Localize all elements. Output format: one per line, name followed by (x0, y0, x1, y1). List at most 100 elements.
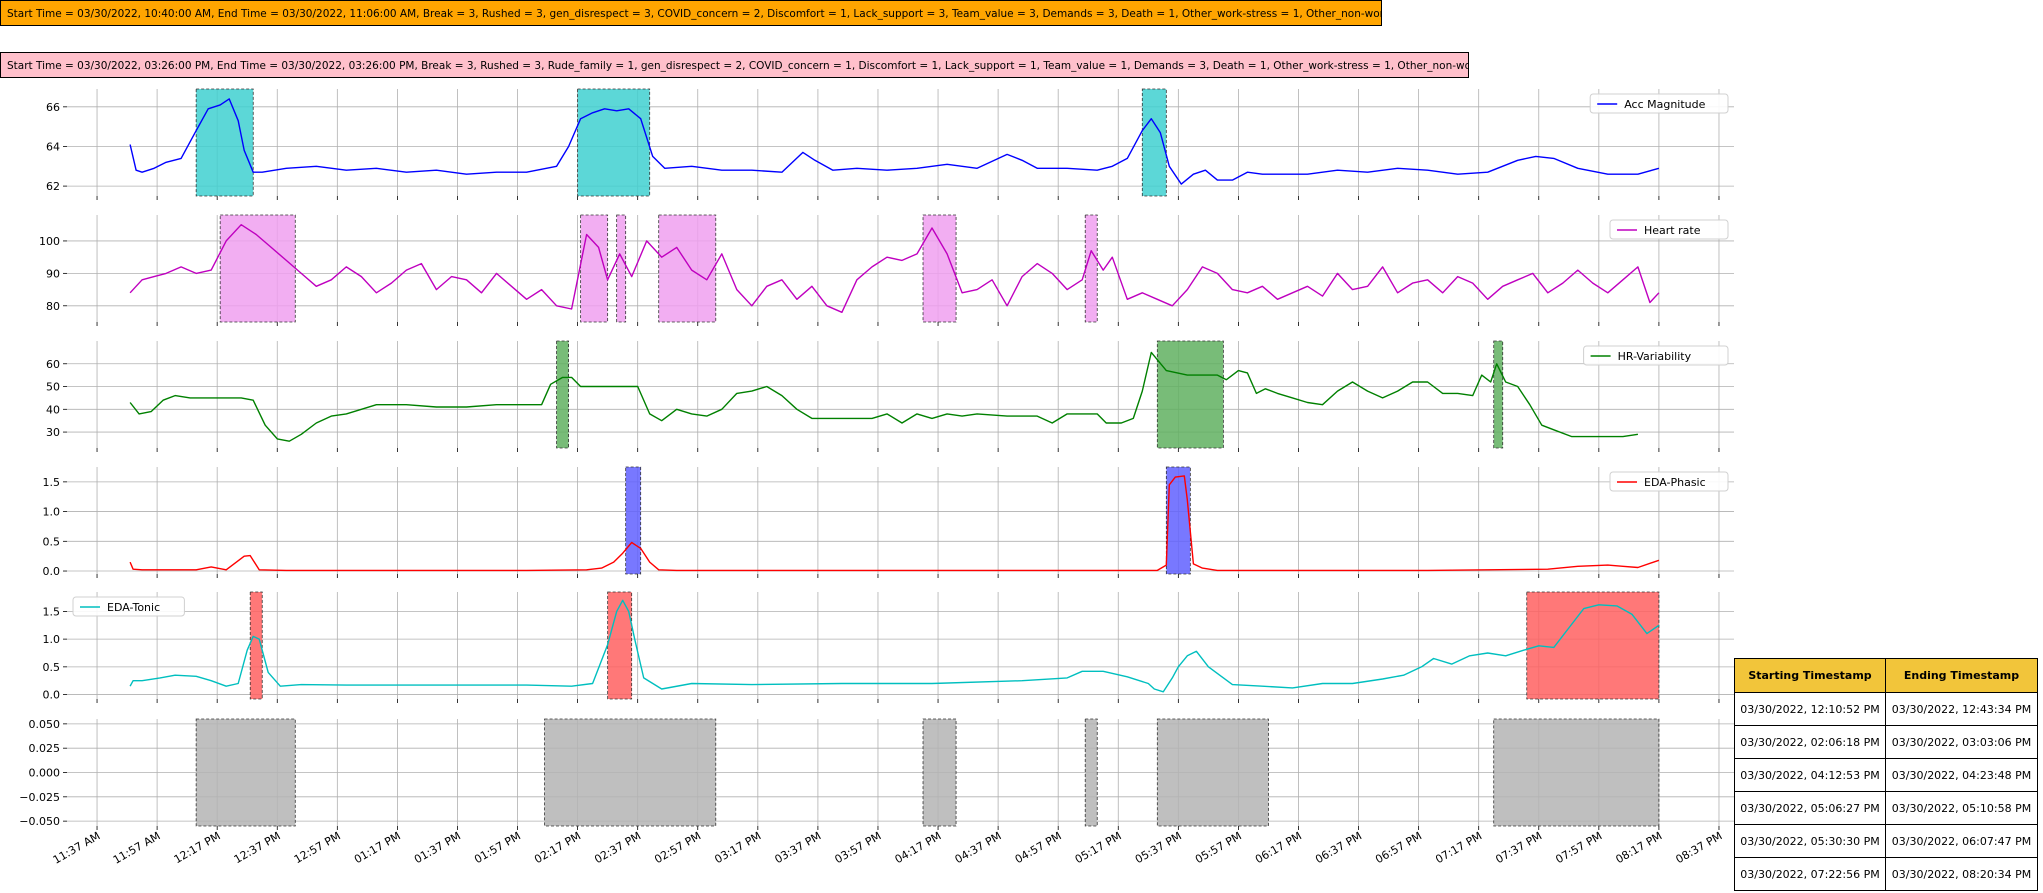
table-row: 03/30/2022, 05:06:27 PM 03/30/2022, 05:10… (1734, 791, 2038, 825)
legend-label: EDA-Tonic (107, 601, 160, 614)
highlight-band (195, 88, 254, 197)
legend: EDA-Phasic (1609, 471, 1729, 492)
y-tick-label: −0.025 (19, 791, 60, 804)
x-tick-label: 05:37 PM (1133, 829, 1184, 866)
highlight-band (1156, 340, 1224, 449)
x-tick-label: 05:57 PM (1193, 829, 1244, 866)
highlight-band (922, 214, 957, 323)
y-tick-label: 0.0 (43, 565, 61, 578)
highlight-band (1493, 340, 1504, 449)
x-tick-label: 08:37 PM (1674, 829, 1725, 866)
highlight-band (219, 214, 296, 323)
highlight-band (625, 466, 642, 575)
panel-4: 0.0 0.5 1.0 1.5 EDA-Phasic (43, 466, 1734, 578)
y-tick-label: −0.050 (19, 815, 60, 828)
highlight-band (577, 88, 651, 197)
highlight-band (1084, 718, 1098, 827)
table-cell-end: 03/30/2022, 08:20:34 PM (1885, 857, 2038, 891)
table-cell-start: 03/30/2022, 12:10:52 PM (1734, 692, 1886, 726)
x-tick-label: 02:37 PM (592, 829, 643, 866)
y-tick-label: 0.5 (43, 661, 61, 674)
table-row: 03/30/2022, 05:30:30 PM 03/30/2022, 06:07… (1734, 824, 2038, 858)
legend: Acc Magnitude (1589, 93, 1729, 114)
y-tick-label: 62 (46, 180, 60, 193)
table-row: 03/30/2022, 02:06:18 PM 03/30/2022, 03:03… (1734, 725, 2038, 759)
legend-label: Heart rate (1644, 224, 1701, 237)
x-tick-label: 08:17 PM (1613, 829, 1664, 866)
highlight-band (1493, 718, 1660, 827)
highlight-band (607, 591, 633, 700)
legend-label: EDA-Phasic (1644, 476, 1706, 489)
series-line-4 (129, 475, 1660, 572)
x-tick-label: 06:17 PM (1253, 829, 1304, 866)
table-cell-end: 03/30/2022, 05:10:58 PM (1885, 791, 2038, 825)
y-tick-label: 0.5 (43, 535, 61, 548)
table-row: 03/30/2022, 12:10:52 PM 03/30/2022, 12:43… (1734, 692, 2038, 726)
x-tick-label: 03:17 PM (712, 829, 763, 866)
y-tick-label: 1.0 (43, 506, 61, 519)
legend-label: HR-Variability (1618, 350, 1692, 363)
table-cell-start: 03/30/2022, 05:06:27 PM (1734, 791, 1886, 825)
table-cell-start: 03/30/2022, 05:30:30 PM (1734, 824, 1886, 858)
legend: Heart rate (1609, 219, 1729, 240)
y-tick-label: 66 (46, 101, 60, 114)
x-tick-label: 01:17 PM (352, 829, 403, 866)
y-tick-label: 0.050 (29, 718, 61, 731)
legend-box (1583, 345, 1729, 366)
legend: EDA-Tonic (72, 596, 185, 617)
legend-box (1589, 93, 1729, 114)
survey-banner-morning: Start Time = 03/30/2022, 10:40:00 AM, En… (0, 0, 1382, 26)
x-tick-label: 07:57 PM (1553, 829, 1604, 866)
highlight-band (658, 214, 717, 323)
highlight-band (1156, 718, 1269, 827)
table-cell-start: 03/30/2022, 04:12:53 PM (1734, 758, 1886, 792)
highlight-band (616, 214, 627, 323)
table-cell-end: 03/30/2022, 12:43:34 PM (1885, 692, 2038, 726)
y-tick-label: 90 (46, 267, 60, 280)
series-line-1 (129, 98, 1660, 185)
x-tick-label: 11:37 AM (51, 829, 103, 866)
x-tick-label: 02:57 PM (652, 829, 703, 866)
y-tick-label: 80 (46, 300, 60, 313)
y-tick-label: 100 (39, 235, 60, 248)
highlight-band (249, 591, 263, 700)
legend: HR-Variability (1583, 345, 1729, 366)
x-tick-label: 07:17 PM (1433, 829, 1484, 866)
highlight-band (1165, 466, 1191, 575)
panel-1: 62 64 66 Acc Magnitude (46, 88, 1734, 200)
x-tick-label: 01:57 PM (472, 829, 523, 866)
y-tick-label: 0.000 (29, 767, 61, 780)
table-cell-end: 03/30/2022, 03:03:06 PM (1885, 725, 2038, 759)
x-tick-label: 03:57 PM (833, 829, 884, 866)
panel-2: 80 90 100 Heart rate (39, 214, 1734, 326)
series-line-2 (129, 223, 1660, 313)
panel-6: −0.050 −0.025 0.000 0.025 0.050 (19, 718, 1734, 830)
panel-3: 30 40 50 60 HR-Variability (46, 340, 1734, 452)
x-tick-label: 04:57 PM (1013, 829, 1064, 866)
series-line-5 (129, 599, 1660, 693)
x-tick-label: 03:37 PM (772, 829, 823, 866)
table-row: 03/30/2022, 04:12:53 PM 03/30/2022, 04:23… (1734, 758, 2038, 792)
series-line-3 (129, 351, 1639, 442)
legend-box (72, 596, 185, 617)
x-tick-label: 11:57 AM (111, 829, 163, 866)
x-tick-label: 07:37 PM (1493, 829, 1544, 866)
highlight-band (195, 718, 296, 827)
y-tick-label: 1.5 (43, 605, 61, 618)
x-tick-label: 02:17 PM (532, 829, 583, 866)
legend-box (1609, 471, 1729, 492)
highlight-band (1526, 591, 1660, 700)
x-tick-label: 12:17 PM (172, 829, 223, 866)
table-cell-end: 03/30/2022, 04:23:48 PM (1885, 758, 2038, 792)
x-tick-label: 04:37 PM (953, 829, 1004, 866)
legend-label: Acc Magnitude (1624, 98, 1705, 111)
table-header-start: Starting Timestamp (1734, 658, 1886, 693)
table-header-end: Ending Timestamp (1885, 658, 2038, 693)
highlight-band (580, 214, 609, 323)
y-tick-label: 0.025 (29, 742, 61, 755)
survey-banner-afternoon: Start Time = 03/30/2022, 03:26:00 PM, En… (0, 52, 1469, 78)
legend-box (1609, 219, 1729, 240)
x-tick-label: 05:17 PM (1073, 829, 1124, 866)
y-tick-label: 50 (46, 381, 60, 394)
